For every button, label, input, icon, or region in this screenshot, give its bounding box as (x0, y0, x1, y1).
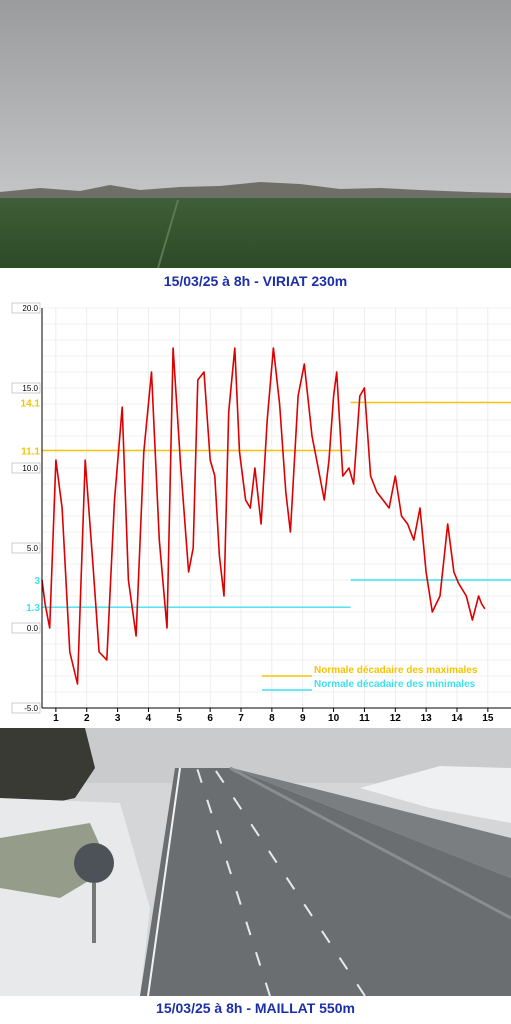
y-tick-box (11, 622, 41, 634)
normal-value-label: 14.1 (21, 398, 41, 409)
field-landscape-image (0, 0, 511, 268)
y-tick-label: 15.0 (22, 384, 38, 393)
y-axis-ticks: 20.0 15.0 10.0 5.0 0.0 -5.0 (11, 302, 41, 714)
x-tick-label: 14 (451, 713, 463, 724)
legend-label: Normale décadaire des minimales (314, 679, 476, 690)
temperature-series-line (41, 347, 486, 685)
top-caption: 15/03/25 à 8h - VIRIAT 230m (163, 273, 348, 289)
x-tick-label: 15 (482, 713, 494, 724)
y-tick-label: 10.0 (22, 464, 38, 473)
y-tick-box (11, 462, 41, 474)
normal-value-label: 1.3 (26, 603, 40, 614)
bottom-caption: 15/03/25 à 8h - MAILLAT 550m (156, 1000, 355, 1016)
x-tick-label: 6 (207, 713, 213, 724)
x-tick-label: 3 (115, 713, 121, 724)
chart-background (0, 296, 511, 728)
normal-value-label: 11.1 (21, 446, 40, 457)
y-tick-label: -5.0 (24, 704, 38, 713)
x-tick-label: 12 (390, 713, 402, 724)
chart-legend: Normale décadaire des maximales Normale d… (262, 665, 478, 691)
y-tick-box (11, 542, 41, 554)
x-tick-label: 5 (177, 713, 183, 724)
y-tick-label: 20.0 (22, 304, 38, 313)
normal-lines: 11.1 14.1 1.3 3 (21, 398, 511, 614)
legend-label: Normale décadaire des maximales (314, 665, 478, 676)
top-photo (0, 0, 511, 268)
x-tick-label: 11 (359, 713, 370, 724)
x-tick-label: 10 (328, 713, 340, 724)
y-tick-box (11, 702, 41, 714)
y-tick-label: 5.0 (27, 544, 39, 553)
x-tick-label: 1 (53, 713, 59, 724)
y-tick-box (11, 382, 41, 394)
normal-value-label: 3 (34, 576, 40, 587)
x-axis-ticks: 1 2 3 4 5 6 7 8 9 10 11 12 13 14 15 (53, 708, 494, 724)
y-tick-box (11, 302, 41, 314)
x-tick-label: 13 (421, 713, 433, 724)
x-tick-label: 7 (238, 713, 244, 724)
x-tick-label: 8 (269, 713, 275, 724)
x-tick-label: 2 (84, 713, 90, 724)
x-tick-label: 4 (146, 713, 152, 724)
snowy-motorway-image (0, 728, 511, 996)
temperature-chart: 20.015.010.05.00.0-5.0 1 2 3 4 5 6 7 8 9 10 11 12 13… (0, 296, 511, 728)
chart-grid (42, 307, 511, 709)
y-tick-label: 0.0 (27, 624, 39, 633)
x-tick-label: 9 (300, 713, 306, 724)
bottom-photo (0, 728, 511, 996)
